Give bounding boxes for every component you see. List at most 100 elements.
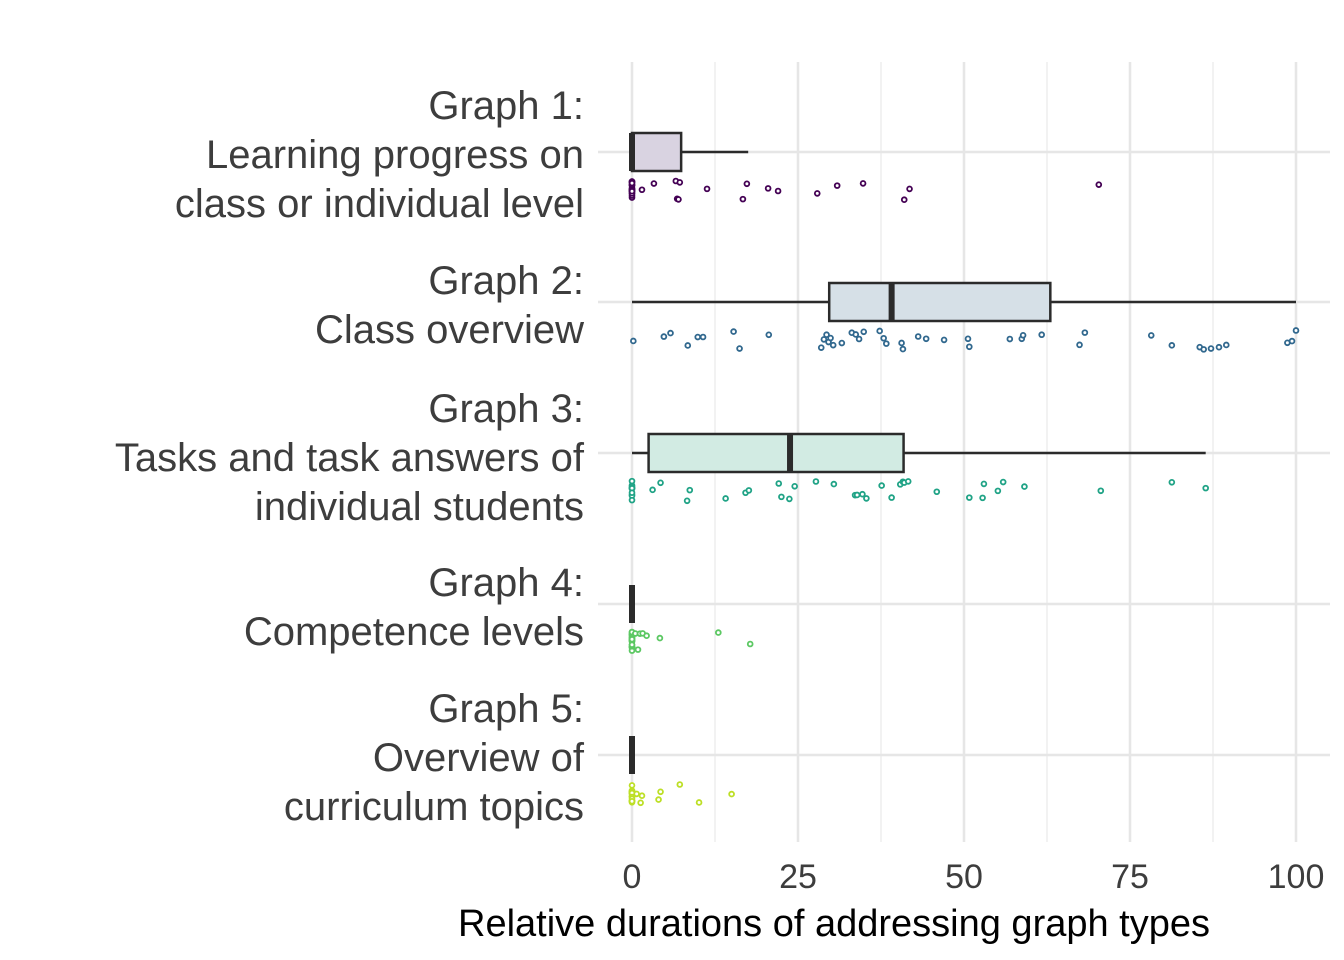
data-point	[694, 333, 702, 341]
category-labels: Graph 1: Learning progress on class or ind…	[115, 84, 585, 829]
data-point	[966, 494, 973, 501]
data-point	[940, 336, 948, 344]
category-label: Graph 4:	[428, 561, 584, 605]
category-label: Learning progress on	[206, 133, 584, 177]
data-point	[830, 480, 838, 488]
data-point	[775, 480, 783, 487]
data-point	[656, 634, 664, 642]
data-point	[827, 334, 834, 342]
data-point	[979, 494, 986, 502]
box-plots	[629, 131, 1296, 774]
data-point	[1147, 332, 1155, 339]
data-point	[628, 489, 636, 497]
data-point	[736, 345, 743, 352]
data-point	[1006, 335, 1014, 343]
category-label: Class overview	[315, 308, 584, 352]
data-point	[860, 328, 868, 336]
data-point	[833, 182, 841, 189]
data-point	[628, 635, 636, 643]
data-point	[1215, 343, 1223, 351]
data-point	[904, 478, 912, 485]
data-point	[1207, 345, 1215, 352]
data-point	[676, 179, 684, 186]
category-label: class or individual level	[175, 182, 584, 226]
data-point	[791, 482, 798, 490]
data-point	[883, 340, 890, 347]
data-point	[1097, 487, 1105, 495]
data-point	[1076, 341, 1083, 349]
x-tick-label: 50	[945, 858, 983, 896]
x-tick-labels: 0 25 50 75 100	[623, 858, 1325, 896]
data-point	[1168, 342, 1176, 349]
data-point	[746, 640, 754, 648]
data-point	[695, 799, 703, 806]
data-point	[743, 180, 751, 188]
data-point	[730, 328, 737, 335]
data-point	[853, 491, 861, 499]
x-tick-label: 75	[1111, 858, 1149, 896]
data-point	[686, 486, 694, 494]
data-point	[922, 335, 930, 343]
data-point	[964, 335, 972, 343]
data-point	[637, 799, 644, 807]
data-point	[863, 495, 870, 502]
data-point	[906, 185, 913, 193]
data-point	[628, 187, 636, 195]
category-label: Graph 2:	[428, 259, 584, 303]
data-point	[812, 478, 820, 485]
data-point	[898, 339, 905, 347]
data-point	[859, 490, 866, 498]
data-point	[1200, 346, 1208, 353]
data-point	[684, 342, 692, 349]
category-label: individual students	[255, 485, 584, 529]
data-point	[675, 196, 682, 203]
data-point	[634, 646, 642, 653]
data-point	[683, 497, 691, 505]
data-point	[914, 333, 922, 340]
data-point	[628, 496, 636, 504]
data-point	[994, 487, 1002, 495]
data-point	[1288, 337, 1296, 345]
data-point	[638, 186, 646, 194]
data-point	[1202, 484, 1209, 492]
category-label: Tasks and task answers of	[115, 436, 585, 480]
x-tick-label: 100	[1268, 858, 1325, 896]
data-point	[764, 185, 772, 192]
data-point	[1038, 331, 1045, 339]
data-point	[1021, 483, 1028, 490]
box	[827, 281, 1052, 323]
data-point	[786, 495, 793, 503]
data-point	[888, 494, 895, 501]
category-label: Overview of	[373, 736, 585, 780]
data-point	[643, 632, 650, 640]
data-point	[633, 790, 640, 798]
category-label: curriculum topics	[284, 785, 584, 829]
data-point	[715, 629, 722, 636]
data-point	[667, 329, 674, 337]
data-point	[638, 792, 646, 800]
data-point	[899, 345, 907, 353]
data-point	[655, 796, 662, 803]
data-point	[630, 337, 637, 345]
data-point	[838, 339, 846, 347]
data-point	[813, 190, 821, 197]
data-point	[1019, 331, 1027, 339]
data-point	[817, 344, 825, 351]
data-point	[628, 797, 636, 805]
data-point	[933, 488, 941, 496]
data-point	[900, 196, 908, 204]
x-tick-label: 25	[779, 858, 817, 896]
data-point	[778, 493, 785, 501]
data-point	[1081, 329, 1089, 336]
data-point	[628, 477, 636, 485]
data-point	[676, 781, 684, 788]
data-point	[660, 333, 668, 340]
data-point	[728, 790, 735, 798]
data-point	[649, 486, 656, 494]
data-point	[703, 185, 711, 193]
data-point	[829, 341, 837, 349]
data-point	[980, 480, 988, 488]
data-point	[880, 334, 887, 342]
x-axis-title: Relative durations of addressing graph t…	[458, 903, 1210, 945]
data-point	[852, 331, 860, 338]
